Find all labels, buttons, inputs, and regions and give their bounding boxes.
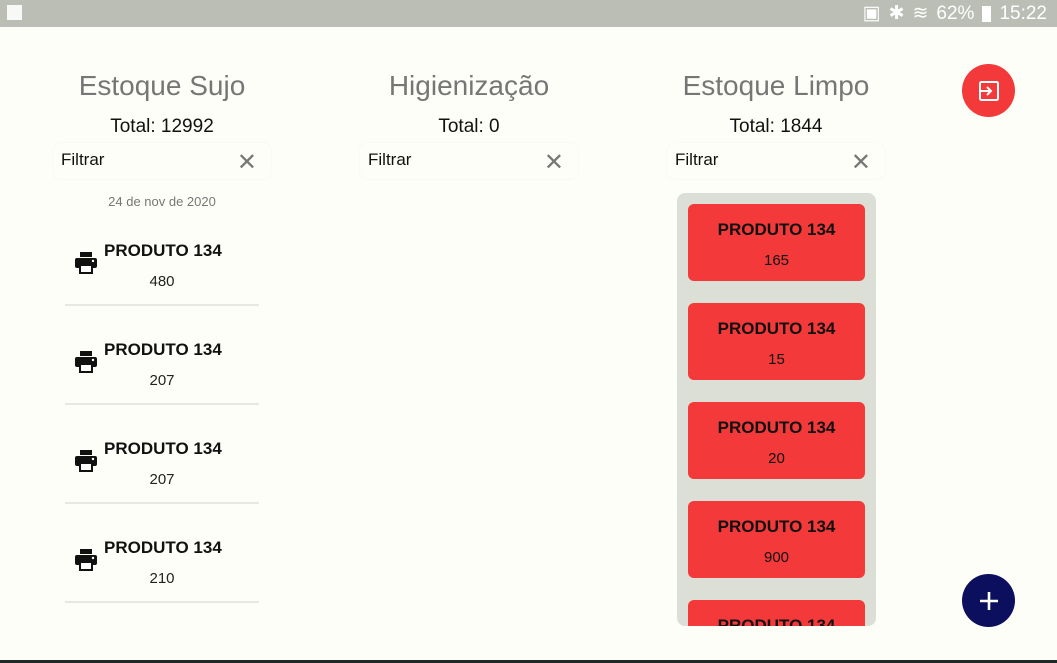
product-qty: 480 [149,273,175,290]
product-name: PRODUTO 134 [104,241,222,260]
product-name: PRODUTO 134 [717,220,836,239]
filter-placeholder: Filtrar [368,150,412,169]
product-name: PRODUTO 134 [717,319,836,338]
product-name: PRODUTO 134 [717,517,836,536]
product-card[interactable]: PRODUTO 134 900 [688,501,865,578]
printer-icon[interactable] [74,450,98,472]
bluetooth-icon: ✱ [888,3,905,24]
product-qty: 15 [768,351,785,368]
close-icon[interactable]: ✕ [236,149,257,176]
product-name: PRODUTO 134 [104,439,222,458]
printer-icon[interactable] [74,252,98,274]
product-qty: 900 [763,549,790,566]
printer-icon[interactable] [74,549,98,571]
column-title: Higienização [388,70,550,101]
product-qty: 20 [768,450,785,467]
plus-icon [979,591,998,610]
column-total: Total: 0 [438,116,500,137]
product-name: PRODUTO 134 [717,616,836,626]
product-name: PRODUTO 134 [104,340,222,359]
close-icon[interactable]: ✕ [850,149,871,176]
status-bar: ▣ ✱ ≋ 62% 15:22 [0,0,1057,27]
clock: 15:22 [999,2,1047,24]
filter-placeholder: Filtrar [61,150,105,169]
wifi-icon: ≋ [912,3,929,24]
clean-stock-list[interactable]: PRODUTO 134 165 PRODUTO 134 15 PRODUTO 134 20… [677,193,876,626]
product-name: PRODUTO 134 [717,418,836,437]
date-header: 24 de nov de 2020 [108,194,216,209]
column-total: Total: 12992 [110,116,214,137]
product-qty: 207 [149,471,175,488]
close-icon[interactable]: ✕ [543,149,564,176]
product-qty: 165 [763,252,790,269]
filter-input[interactable]: Filtrar ✕ [360,143,578,179]
product-name: PRODUTO 134 [104,538,222,557]
list-item[interactable]: PRODUTO 134 210 [65,507,259,603]
filter-input[interactable]: Filtrar ✕ [53,143,271,179]
list-item[interactable]: PRODUTO 134 207 [65,408,259,504]
column-title: Estoque Limpo [682,70,870,101]
column-total: Total: 1844 [729,116,823,137]
product-card[interactable]: PRODUTO 134 [688,600,865,626]
notification-icon [7,5,22,20]
exit-to-app-icon [978,80,999,101]
filter-placeholder: Filtrar [675,150,719,169]
list-item[interactable]: PRODUTO 134 207 [65,309,259,405]
column-title: Estoque Sujo [78,70,246,101]
printer-icon[interactable] [74,351,98,373]
battery-percent: 62% [936,2,975,24]
product-card[interactable]: PRODUTO 134 20 [688,402,865,479]
logout-button[interactable] [962,64,1015,117]
list-item[interactable]: PRODUTO 134 480 [65,210,259,306]
battery-icon [982,5,992,22]
navigation-bar-edge [0,660,1057,663]
cast-icon: ▣ [862,3,881,24]
filter-input[interactable]: Filtrar ✕ [667,143,885,179]
product-qty: 210 [149,570,175,587]
product-card[interactable]: PRODUTO 134 15 [688,303,865,380]
product-card[interactable]: PRODUTO 134 165 [688,204,865,281]
product-qty: 207 [149,372,175,389]
add-button[interactable] [962,574,1015,627]
